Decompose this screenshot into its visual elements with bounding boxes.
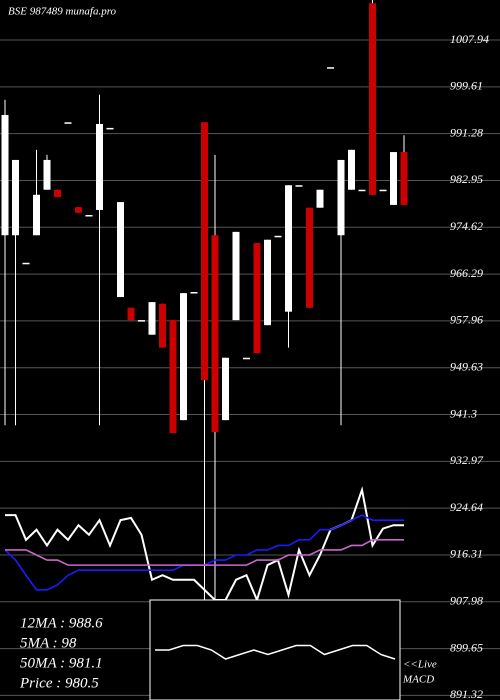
y-tick-label: 949.63 xyxy=(450,359,483,373)
candle-body xyxy=(337,159,345,236)
stat-label: Price : 980.5 xyxy=(19,675,99,691)
candle-body xyxy=(159,303,166,348)
candle-body xyxy=(253,243,261,354)
candle-body xyxy=(180,293,187,421)
y-tick-label: 974.62 xyxy=(450,219,483,233)
live-label: <<Live xyxy=(403,659,437,671)
stat-label: 5MA : 98 xyxy=(20,635,77,651)
y-tick-label: 999.61 xyxy=(450,79,483,93)
candle-body xyxy=(64,122,72,124)
macd-label: MACD xyxy=(402,674,434,686)
y-tick-label: 891.32 xyxy=(450,687,483,700)
candle-body xyxy=(148,302,156,335)
candle-body xyxy=(138,320,145,322)
y-tick-label: 924.64 xyxy=(450,500,483,514)
candle-body xyxy=(106,127,114,130)
candle-body xyxy=(232,231,240,321)
candle-body xyxy=(211,235,219,432)
macd-panel xyxy=(149,599,401,700)
candle-body xyxy=(390,152,397,205)
y-tick-label: 982.95 xyxy=(450,172,483,186)
candle-body xyxy=(1,114,9,236)
y-tick-label: 957.96 xyxy=(450,313,483,327)
candle-body xyxy=(22,262,30,265)
chart-title: BSE 987489 munafa.pro xyxy=(8,6,117,18)
candle-body xyxy=(264,239,271,326)
candle-body xyxy=(75,207,82,213)
y-tick-label: 899.65 xyxy=(450,640,483,654)
candle-body xyxy=(43,159,51,190)
candle-body xyxy=(316,189,324,208)
candle-body xyxy=(85,215,93,217)
y-tick-label: 966.29 xyxy=(450,266,483,280)
candle-body xyxy=(358,189,366,192)
macd-line xyxy=(155,644,396,660)
candle-body xyxy=(327,67,334,69)
candle-body xyxy=(274,235,282,238)
y-tick-label: 991.28 xyxy=(450,125,483,139)
stat-label: 50MA : 981.1 xyxy=(20,655,103,671)
candle-body xyxy=(306,207,313,308)
candle-body xyxy=(117,202,124,298)
y-tick-label: 907.98 xyxy=(450,594,483,608)
candle-body xyxy=(379,189,387,192)
y-tick-label: 916.31 xyxy=(450,547,483,561)
y-tick-label: 941.3 xyxy=(450,406,477,420)
candle-body xyxy=(12,159,19,236)
candle-body xyxy=(54,189,61,198)
y-tick-label: 932.97 xyxy=(450,453,484,467)
candle-body xyxy=(348,149,355,190)
indicator-line xyxy=(5,539,404,566)
candle-body xyxy=(169,320,177,434)
candle-body xyxy=(96,123,103,210)
candle-body xyxy=(295,185,303,187)
candle-body xyxy=(285,185,292,312)
candle-body xyxy=(190,292,198,294)
candle-body xyxy=(222,357,229,421)
candle-body xyxy=(400,152,408,205)
stat-label: 12MA : 988.6 xyxy=(20,615,103,631)
candle-body xyxy=(201,122,208,381)
candle-body xyxy=(243,357,250,360)
candle-body xyxy=(33,194,40,236)
y-tick-label: 1007.94 xyxy=(450,32,489,46)
candle-body xyxy=(369,3,376,195)
candle-body xyxy=(127,307,135,321)
